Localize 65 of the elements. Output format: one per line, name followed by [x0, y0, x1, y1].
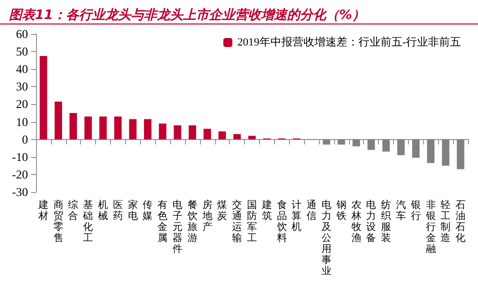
x-tick-label: 机械 — [98, 199, 108, 222]
x-tick-label: 传媒 — [142, 200, 153, 222]
bar — [144, 119, 152, 140]
y-tick-label: -10 — [12, 150, 28, 164]
y-tick-label: 0 — [22, 132, 28, 146]
y-tick-label: 40 — [16, 62, 28, 76]
x-tick-label: 石油石化 — [456, 200, 466, 244]
bar — [174, 125, 182, 140]
y-tick-label: 50 — [16, 44, 28, 59]
bar — [188, 125, 196, 140]
x-tick-label: 商贸零售 — [53, 199, 64, 244]
x-tick-label: 电力设备 — [366, 199, 376, 244]
x-tick-label: 国防军工 — [247, 200, 257, 244]
x-tick-label: 食品饮料 — [276, 199, 287, 244]
x-tick-label: 钢铁 — [335, 200, 346, 222]
bar — [99, 116, 107, 140]
bar — [204, 128, 212, 140]
x-tick-label: 计算机 — [292, 199, 302, 233]
bar — [382, 139, 390, 152]
x-tick-label: 餐饮旅游 — [186, 199, 198, 244]
bar — [218, 131, 226, 140]
bar — [129, 119, 137, 140]
bar — [412, 139, 420, 158]
bar — [70, 113, 77, 140]
legend-label: 2019年中报营收增速差：行业前五-行业非前五 — [237, 36, 462, 48]
y-tick-label: 60 — [16, 27, 28, 41]
chart-title: 图表11：各行业龙头与非龙头上市企业营收增速的分化（%） — [9, 7, 366, 23]
x-tick-label: 建筑 — [260, 199, 272, 222]
x-tick-label: 纺织服装 — [381, 199, 392, 244]
bar — [248, 136, 256, 140]
bar — [352, 139, 360, 146]
x-tick-label: 非银行金融 — [424, 199, 436, 255]
x-tick-label: 电力及公用事业 — [321, 199, 332, 277]
bar — [233, 134, 241, 140]
y-tick-label: 10 — [16, 114, 28, 129]
x-tick-label: 煤炭 — [217, 199, 228, 222]
x-tick-label: 建材 — [37, 199, 48, 222]
x-tick-label: 基础化工 — [82, 199, 94, 244]
bar — [54, 102, 62, 140]
x-tick-label: 轻工制造 — [440, 199, 451, 244]
x-tick-label: 交通运输 — [232, 199, 242, 244]
bar — [397, 139, 405, 156]
x-tick-label: 银行 — [410, 200, 421, 222]
bar — [84, 116, 92, 140]
x-tick-label: 房地产 — [201, 199, 212, 233]
bar — [427, 139, 434, 164]
x-tick-label: 通信 — [306, 199, 317, 222]
x-tick-label: 汽车 — [396, 199, 406, 222]
bar — [338, 139, 346, 145]
y-tick-label: -20 — [12, 167, 28, 182]
x-tick-label: 电子元器件 — [172, 199, 183, 255]
x-tick-label: 有色金属 — [158, 199, 168, 244]
y-tick-label: 30 — [16, 80, 28, 94]
bar — [114, 116, 122, 140]
bar — [442, 139, 450, 166]
x-tick-label: 医药 — [112, 200, 123, 222]
x-tick-label: 农林牧渔 — [350, 200, 362, 244]
bar — [40, 56, 48, 140]
bar — [158, 124, 166, 140]
y-tick-label: 20 — [16, 97, 28, 112]
bar — [456, 139, 464, 170]
x-tick-label: 家电 — [128, 199, 138, 222]
x-tick-label: 综合 — [68, 199, 78, 222]
y-tick-label: -30 — [12, 185, 28, 199]
bar — [367, 139, 375, 150]
